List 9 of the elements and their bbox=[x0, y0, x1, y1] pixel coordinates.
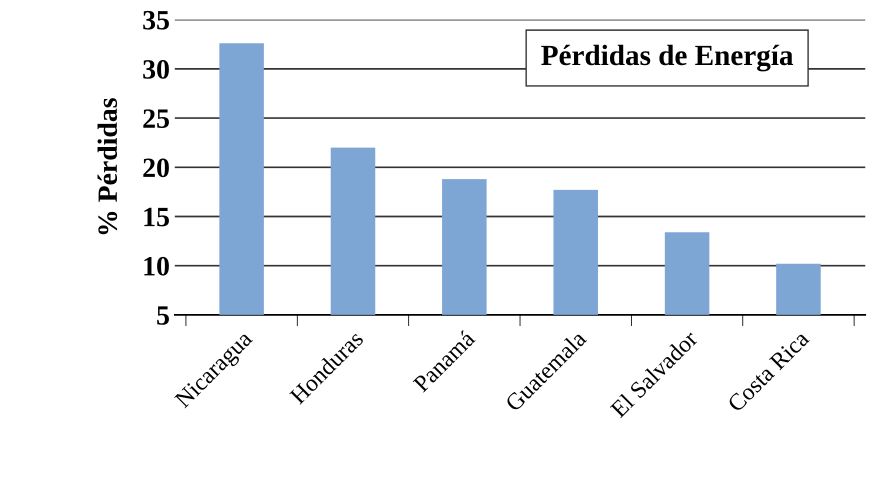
y-tick-label: 20 bbox=[143, 158, 169, 178]
y-axis-title: % Pérdidas bbox=[98, 98, 118, 234]
y-tick-label: 10 bbox=[144, 256, 169, 276]
y-tick-label: 15 bbox=[144, 208, 169, 226]
y-tick-label: 5 bbox=[157, 306, 169, 325]
y-tick-label: 35 bbox=[143, 10, 169, 30]
text: Pérdidas de Energía bbox=[541, 44, 794, 72]
y-tick-label: 30 bbox=[143, 60, 169, 79]
y-tick-label: 25 bbox=[143, 109, 169, 128]
